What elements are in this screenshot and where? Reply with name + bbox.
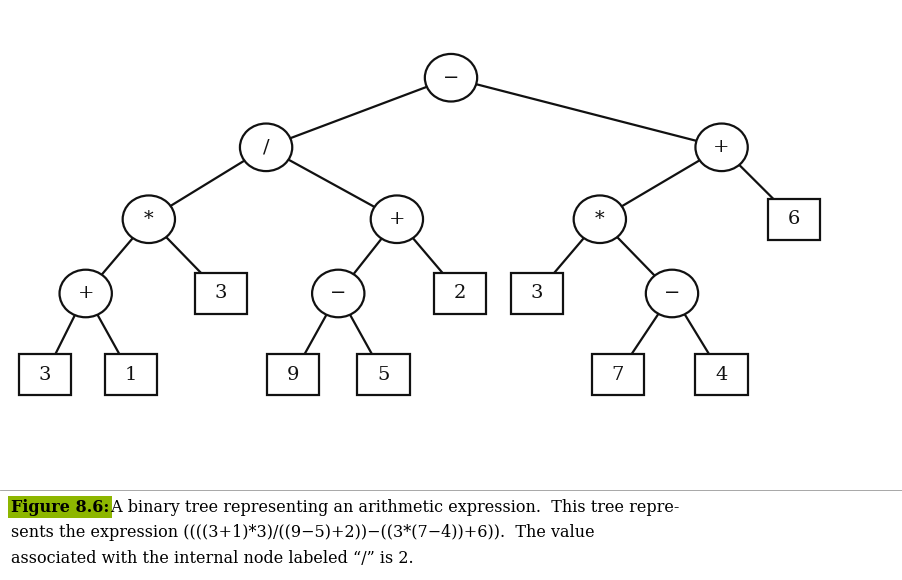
Text: 2: 2 [454, 284, 466, 303]
Text: 4: 4 [715, 365, 728, 384]
FancyBboxPatch shape [105, 354, 157, 395]
Text: 1: 1 [124, 365, 137, 384]
FancyBboxPatch shape [434, 273, 486, 314]
Text: 9: 9 [287, 365, 299, 384]
Text: −: − [664, 284, 680, 303]
Text: 7: 7 [612, 365, 624, 384]
Text: associated with the internal node labeled “/” is 2.: associated with the internal node labele… [11, 550, 413, 567]
Text: sents the expression ((((3+1)*3)/((9−5)+2))−((3*(7−4))+6)).  The value: sents the expression ((((3+1)*3)/((9−5)+… [11, 524, 594, 541]
Text: /: / [262, 138, 270, 157]
Ellipse shape [646, 270, 698, 317]
Ellipse shape [695, 124, 748, 171]
Text: 5: 5 [377, 365, 390, 384]
Ellipse shape [371, 195, 423, 243]
Text: −: − [330, 284, 346, 303]
FancyBboxPatch shape [19, 354, 71, 395]
Text: +: + [389, 210, 405, 229]
FancyBboxPatch shape [768, 199, 820, 240]
Ellipse shape [574, 195, 626, 243]
FancyBboxPatch shape [195, 273, 247, 314]
Text: Figure 8.6:: Figure 8.6: [11, 499, 109, 516]
Text: 3: 3 [215, 284, 227, 303]
FancyBboxPatch shape [695, 354, 748, 395]
Text: −: − [443, 68, 459, 87]
Ellipse shape [60, 270, 112, 317]
Text: 3: 3 [530, 284, 543, 303]
Text: *: * [144, 210, 153, 229]
Text: *: * [595, 210, 604, 229]
Text: +: + [713, 138, 730, 157]
Text: +: + [78, 284, 94, 303]
Text: 3: 3 [39, 365, 51, 384]
FancyBboxPatch shape [357, 354, 410, 395]
Text: 6: 6 [787, 210, 800, 229]
FancyBboxPatch shape [267, 354, 319, 395]
FancyBboxPatch shape [592, 354, 644, 395]
FancyBboxPatch shape [511, 273, 563, 314]
Text: A binary tree representing an arithmetic expression.  This tree repre-: A binary tree representing an arithmetic… [106, 499, 680, 516]
Ellipse shape [240, 124, 292, 171]
Ellipse shape [123, 195, 175, 243]
Ellipse shape [425, 54, 477, 102]
Ellipse shape [312, 270, 364, 317]
